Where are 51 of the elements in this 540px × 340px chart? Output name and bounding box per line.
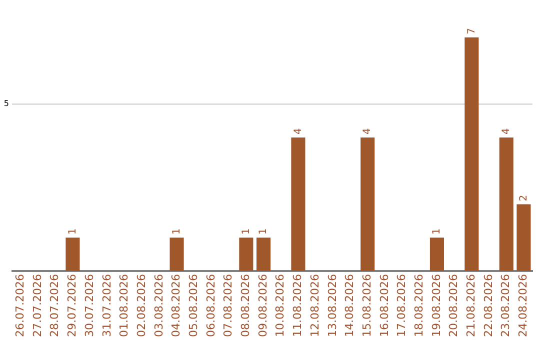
x-tick-label: 24.08.2026 [516, 274, 530, 338]
bar [516, 204, 531, 272]
x-tick-label: 28.07.2026 [48, 274, 62, 338]
x-tick-label: 12.08.2026 [308, 274, 322, 338]
bar [360, 138, 375, 272]
data-label: 1 [171, 228, 182, 235]
bar [170, 238, 184, 272]
data-label: 1 [67, 228, 78, 235]
x-tick-label: 04.08.2026 [170, 274, 183, 338]
x-tick-label: 06.08.2026 [204, 274, 218, 338]
x-tick-label: 01.08.2026 [118, 274, 131, 338]
bar [291, 138, 306, 272]
x-tick-label: 17.08.2026 [395, 274, 408, 338]
x-tick-label: 15.08.2026 [360, 274, 374, 338]
x-tick-label: 23.08.2026 [499, 274, 512, 338]
x-tick-label: 31.07.2026 [100, 274, 114, 338]
x-tick-label: 27.07.2026 [30, 274, 44, 338]
data-label: 2 [518, 194, 530, 202]
bar [239, 238, 254, 272]
x-tick-label: 26.07.2026 [14, 274, 27, 338]
x-tick-label: 20.08.2026 [447, 274, 460, 338]
bar [464, 37, 479, 272]
data-label: 7 [466, 28, 478, 34]
x-tick-label: 02.08.2026 [134, 274, 148, 338]
x-tick-label: 19.08.2026 [430, 274, 443, 338]
x-tick-label: 14.08.2026 [343, 274, 356, 338]
x-tick-label: 22.08.2026 [482, 274, 495, 338]
x-tick-label: 05.08.2026 [186, 274, 200, 338]
x-tick-label: 03.08.2026 [152, 274, 166, 338]
x-tick-label: 10.08.2026 [274, 274, 287, 338]
data-label: 1 [258, 228, 270, 235]
bar [499, 138, 514, 272]
x-tick-label: 18.08.2026 [412, 274, 426, 338]
data-label: 4 [362, 128, 374, 135]
x-tick-label: 21.08.2026 [464, 274, 478, 338]
bar [256, 238, 271, 272]
data-label: 1 [432, 228, 443, 235]
x-tick-label: 30.07.2026 [82, 274, 96, 338]
x-tick-label: 13.08.2026 [326, 274, 339, 338]
x-tick-label: 11.08.2026 [291, 274, 304, 338]
x-tick-label: 07.08.2026 [222, 274, 235, 338]
x-tick-label: 08.08.2026 [239, 274, 252, 338]
data-label: 1 [240, 228, 252, 235]
bar [430, 238, 444, 272]
ref-line-label: 5 [4, 99, 9, 108]
x-tick-label: 29.07.2026 [66, 274, 79, 338]
bar [66, 238, 80, 272]
x-tick-label: 09.08.2026 [256, 274, 270, 338]
x-tick-label: 16.08.2026 [378, 274, 391, 338]
data-label: 4 [500, 128, 512, 135]
data-label: 4 [292, 128, 304, 135]
